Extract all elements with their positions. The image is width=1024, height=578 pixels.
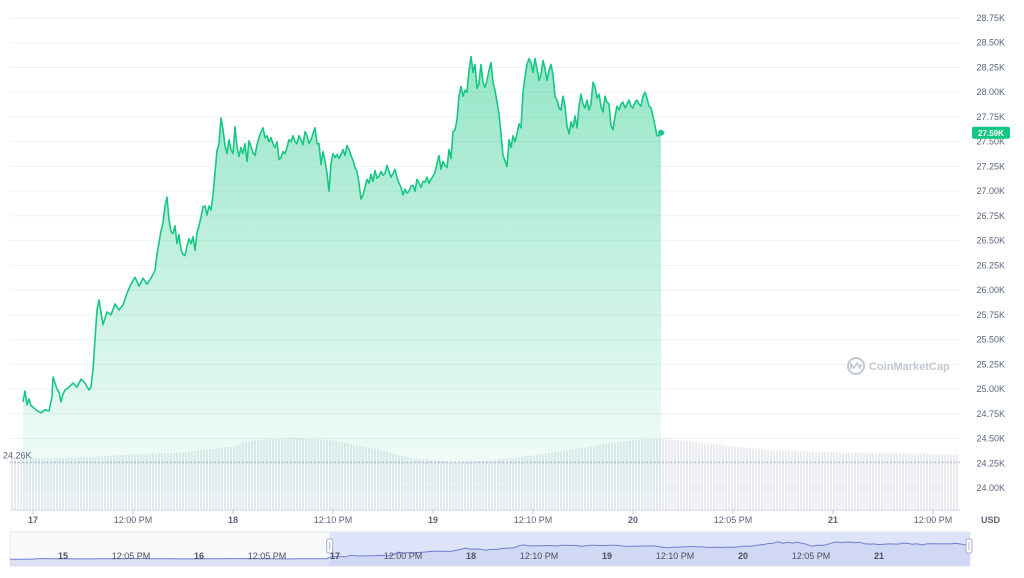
y-tick-label: 28.00K bbox=[976, 87, 1005, 97]
navigator-area bbox=[10, 541, 970, 566]
y-tick-label: 24.50K bbox=[976, 434, 1005, 444]
navigator-tick-label: 12:05 PM bbox=[248, 551, 287, 561]
y-tick-label: 26.50K bbox=[976, 236, 1005, 246]
navigator-tick-label: 18 bbox=[466, 551, 476, 561]
x-tick-label: 17 bbox=[28, 515, 38, 525]
navigator-tick-label: 16 bbox=[194, 551, 204, 561]
navigator-tick-label: 12:05 PM bbox=[112, 551, 151, 561]
y-tick-label: 27.50K bbox=[976, 137, 1005, 147]
y-tick-label: 25.25K bbox=[976, 359, 1005, 369]
current-price-dot bbox=[658, 129, 664, 136]
watermark: CoinMarketCap bbox=[847, 357, 950, 375]
x-tick-label: 12:10 PM bbox=[514, 515, 553, 525]
navigator-tick-label: 21 bbox=[874, 551, 884, 561]
y-tick-label: 25.75K bbox=[976, 310, 1005, 320]
navigator-tick-label: 12:10 PM bbox=[656, 551, 695, 561]
current-price: 27.59K bbox=[658, 126, 1010, 139]
coinmarketcap-logo-icon bbox=[847, 357, 865, 375]
x-tick-label: 19 bbox=[428, 515, 438, 525]
range-navigator[interactable]: 15 12:05 PM 16 12:05 PM 17 12:00 PM 18 12:10 PM… bbox=[9, 531, 973, 567]
y-tick-label: 27.00K bbox=[976, 186, 1005, 196]
x-axis: 17 12:00 PM 18 12:10 PM 19 12:10 PM 20 12:05 PM… bbox=[28, 510, 1000, 525]
y-tick-label: 27.75K bbox=[976, 112, 1005, 122]
watermark-text: CoinMarketCap bbox=[869, 361, 950, 373]
y-tick-label: 24.25K bbox=[976, 458, 1005, 468]
x-tick-label: 12:00 PM bbox=[114, 515, 153, 525]
x-tick-label: 18 bbox=[228, 515, 238, 525]
current-price-badge bbox=[972, 126, 1010, 139]
y-tick-label: 24.75K bbox=[976, 409, 1005, 419]
currency-label: USD bbox=[981, 515, 1001, 525]
y-tick-label: 27.25K bbox=[976, 161, 1005, 171]
navigator-tick-label: 17 bbox=[330, 551, 340, 561]
y-tick-label: 26.75K bbox=[976, 211, 1005, 221]
navigator-tick-label: 12:10 PM bbox=[520, 551, 559, 561]
y-tick-label: 26.25K bbox=[976, 260, 1005, 270]
navigator-tick-label: 20 bbox=[738, 551, 748, 561]
y-tick-label: 25.00K bbox=[976, 384, 1005, 394]
y-tick-label: 28.25K bbox=[976, 62, 1005, 72]
price-area: 24.26K bbox=[3, 55, 960, 510]
navigator-tick-label: 15 bbox=[58, 551, 68, 561]
y-tick-label: 26.00K bbox=[976, 285, 1005, 295]
price-line[interactable] bbox=[22, 55, 662, 414]
y-tick-label: 28.75K bbox=[976, 13, 1005, 23]
navigator-tick-label: 12:00 PM bbox=[384, 551, 423, 561]
y-axis: 24.00K 24.25K 24.50K 24.75K 25.00K 25.25K 25.5… bbox=[976, 13, 1005, 493]
x-tick-label: 20 bbox=[628, 515, 638, 525]
x-tick-label: 12:05 PM bbox=[714, 515, 753, 525]
y-tick-label: 25.50K bbox=[976, 335, 1005, 345]
price-area-fill bbox=[23, 56, 661, 510]
y-tick-label: 28.50K bbox=[976, 38, 1005, 48]
navigator-line bbox=[9, 541, 971, 560]
navigator-tick-label: 12:05 PM bbox=[792, 551, 831, 561]
x-tick-label: 12:00 PM bbox=[914, 515, 953, 525]
x-tick-label: 21 bbox=[828, 515, 838, 525]
baseline-label: 24.26K bbox=[3, 450, 32, 460]
x-tick-label: 12:10 PM bbox=[314, 515, 353, 525]
y-tick-label: 24.00K bbox=[976, 483, 1005, 493]
navigator-tick-label: 19 bbox=[602, 551, 612, 561]
current-price-label: 27.59K bbox=[978, 129, 1004, 138]
